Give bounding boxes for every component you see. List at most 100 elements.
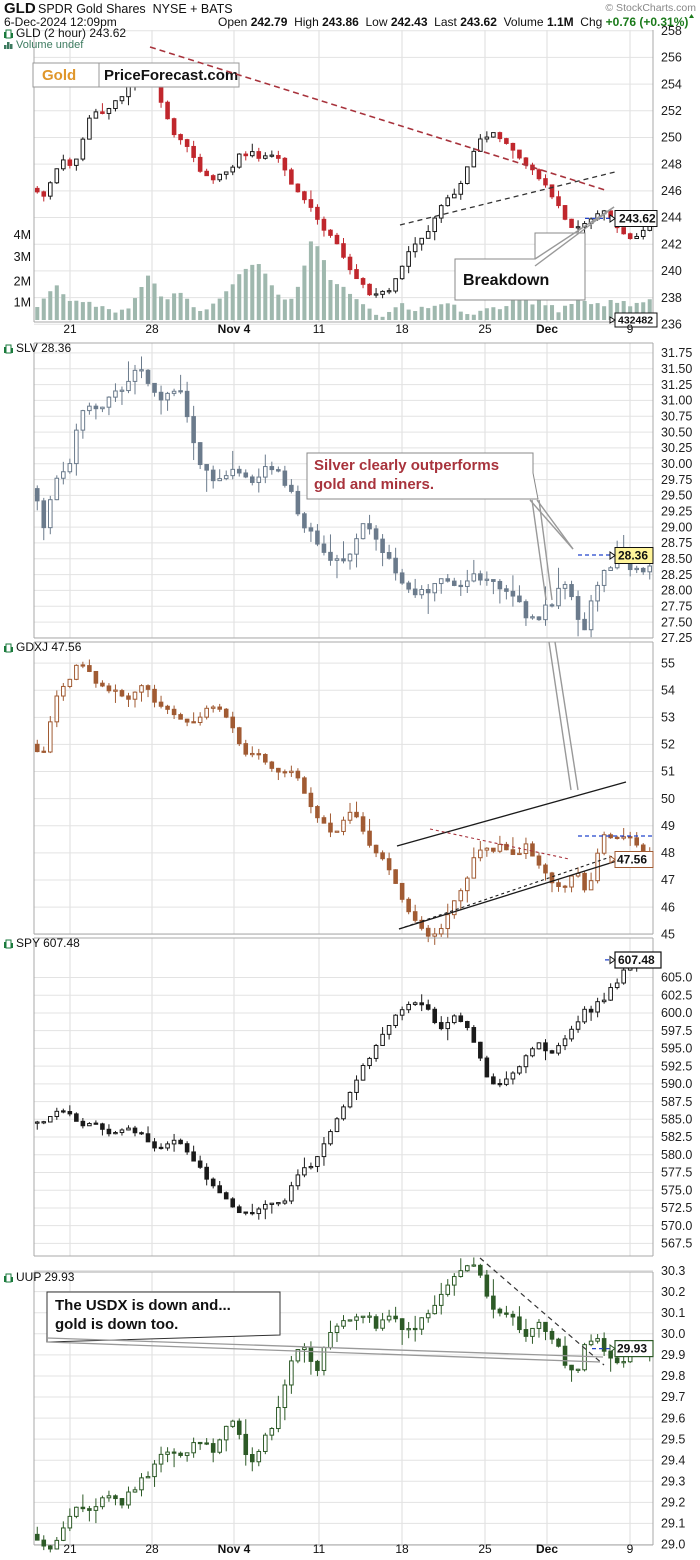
svg-text:567.5: 567.5 xyxy=(661,1237,692,1251)
svg-text:30.25: 30.25 xyxy=(661,441,692,455)
svg-text:55: 55 xyxy=(661,656,675,670)
svg-text:29.1: 29.1 xyxy=(661,1517,685,1531)
svg-text:Dec: Dec xyxy=(536,322,558,336)
svg-text:Breakdown: Breakdown xyxy=(463,272,549,289)
svg-text:572.5: 572.5 xyxy=(661,1201,692,1215)
svg-text:29.25: 29.25 xyxy=(661,504,692,518)
svg-text:29.5: 29.5 xyxy=(661,1432,685,1446)
svg-text:248: 248 xyxy=(661,157,682,171)
svg-text:592.5: 592.5 xyxy=(661,1059,692,1073)
svg-text:236: 236 xyxy=(661,318,682,332)
svg-text:590.0: 590.0 xyxy=(661,1077,692,1091)
svg-text:29.4: 29.4 xyxy=(661,1453,685,1467)
svg-text:9: 9 xyxy=(627,1542,634,1556)
svg-text:240: 240 xyxy=(661,264,682,278)
svg-text:gold and miners.: gold and miners. xyxy=(314,476,434,493)
svg-text:31.50: 31.50 xyxy=(661,362,692,376)
svg-text:29.00: 29.00 xyxy=(661,520,692,534)
svg-text:49: 49 xyxy=(661,819,675,833)
svg-text:29.9: 29.9 xyxy=(661,1348,685,1362)
svg-text:9: 9 xyxy=(627,322,634,336)
svg-text:29.2: 29.2 xyxy=(661,1496,685,1510)
svg-text:29.6: 29.6 xyxy=(661,1411,685,1425)
svg-text:4M: 4M xyxy=(14,228,31,242)
svg-text:30.1: 30.1 xyxy=(661,1306,685,1320)
svg-text:21: 21 xyxy=(63,1542,77,1556)
svg-text:46: 46 xyxy=(661,900,675,914)
svg-text:SPY 607.48: SPY 607.48 xyxy=(16,936,80,950)
svg-text:27.25: 27.25 xyxy=(661,631,692,645)
svg-text:2M: 2M xyxy=(14,275,31,289)
svg-text:607.48: 607.48 xyxy=(618,953,655,967)
svg-text:575.0: 575.0 xyxy=(661,1183,692,1197)
svg-text:432482: 432482 xyxy=(618,315,653,327)
svg-text:47.56: 47.56 xyxy=(617,853,647,867)
svg-text:30.50: 30.50 xyxy=(661,425,692,439)
svg-text:30.2: 30.2 xyxy=(661,1285,685,1299)
svg-text:28.36: 28.36 xyxy=(618,549,648,563)
svg-text:SLV 28.36: SLV 28.36 xyxy=(16,341,71,355)
svg-text:30.00: 30.00 xyxy=(661,457,692,471)
svg-text:243.62: 243.62 xyxy=(619,212,656,226)
svg-text:Open 242.79 High 243.86 Low: Open 242.79 High 243.86 Low 242.43 Last … xyxy=(218,15,688,29)
svg-text:UUP 29.93: UUP 29.93 xyxy=(16,1270,75,1284)
svg-text:11: 11 xyxy=(313,322,326,336)
svg-text:28.75: 28.75 xyxy=(661,536,692,550)
svg-text:gold is down too.: gold is down too. xyxy=(55,1316,178,1333)
svg-text:29.50: 29.50 xyxy=(661,489,692,503)
svg-text:28.25: 28.25 xyxy=(661,568,692,582)
svg-text:597.5: 597.5 xyxy=(661,1024,692,1038)
svg-text:51: 51 xyxy=(661,765,675,779)
svg-text:27.50: 27.50 xyxy=(661,615,692,629)
svg-text:45: 45 xyxy=(661,927,675,941)
svg-text:31.75: 31.75 xyxy=(661,346,692,360)
svg-text:570.0: 570.0 xyxy=(661,1219,692,1233)
svg-text:252: 252 xyxy=(661,104,682,118)
svg-text:29.7: 29.7 xyxy=(661,1390,685,1404)
svg-text:595.0: 595.0 xyxy=(661,1042,692,1056)
svg-text:30.3: 30.3 xyxy=(661,1264,685,1278)
svg-text:29.75: 29.75 xyxy=(661,473,692,487)
svg-text:25: 25 xyxy=(478,1542,492,1556)
svg-text:246: 246 xyxy=(661,184,682,198)
svg-text:53: 53 xyxy=(661,711,675,725)
svg-text:238: 238 xyxy=(661,291,682,305)
svg-text:11: 11 xyxy=(313,1542,326,1556)
svg-text:29.93: 29.93 xyxy=(617,1342,647,1356)
svg-text:28: 28 xyxy=(145,322,159,336)
svg-text:21: 21 xyxy=(63,322,77,336)
svg-text:244: 244 xyxy=(661,211,682,225)
svg-text:250: 250 xyxy=(661,131,682,145)
svg-text:The USDX is down and...: The USDX is down and... xyxy=(55,1297,231,1314)
svg-text:31.00: 31.00 xyxy=(661,394,692,408)
svg-text:SPDR Gold Shares NYSE + BATS: SPDR Gold Shares NYSE + BATS xyxy=(38,2,233,16)
svg-text:29.3: 29.3 xyxy=(661,1474,685,1488)
svg-text:585.0: 585.0 xyxy=(661,1113,692,1127)
svg-text:Nov 4: Nov 4 xyxy=(218,322,251,336)
svg-text:29.0: 29.0 xyxy=(661,1538,685,1552)
svg-text:47: 47 xyxy=(661,873,675,887)
svg-text:28.00: 28.00 xyxy=(661,584,692,598)
svg-text:28.50: 28.50 xyxy=(661,552,692,566)
svg-text:GDXJ 47.56: GDXJ 47.56 xyxy=(16,640,82,654)
svg-text:50: 50 xyxy=(661,792,675,806)
svg-text:30.0: 30.0 xyxy=(661,1327,685,1341)
svg-text:31.25: 31.25 xyxy=(661,378,692,392)
svg-text:258: 258 xyxy=(661,24,682,38)
svg-text:52: 52 xyxy=(661,738,675,752)
svg-text:Nov 4: Nov 4 xyxy=(218,1542,251,1556)
svg-text:242: 242 xyxy=(661,237,682,251)
svg-text:254: 254 xyxy=(661,77,682,91)
svg-text:Dec: Dec xyxy=(536,1542,558,1556)
svg-text:600.0: 600.0 xyxy=(661,1006,692,1020)
svg-text:18: 18 xyxy=(395,322,409,336)
svg-text:1M: 1M xyxy=(14,296,31,310)
svg-text:27.75: 27.75 xyxy=(661,599,692,613)
svg-text:48: 48 xyxy=(661,846,675,860)
svg-text:28: 28 xyxy=(145,1542,159,1556)
svg-text:Silver clearly outperforms: Silver clearly outperforms xyxy=(314,457,499,474)
svg-text:605.0: 605.0 xyxy=(661,971,692,985)
svg-text:25: 25 xyxy=(478,322,492,336)
svg-text:587.5: 587.5 xyxy=(661,1095,692,1109)
svg-text:602.5: 602.5 xyxy=(661,988,692,1002)
